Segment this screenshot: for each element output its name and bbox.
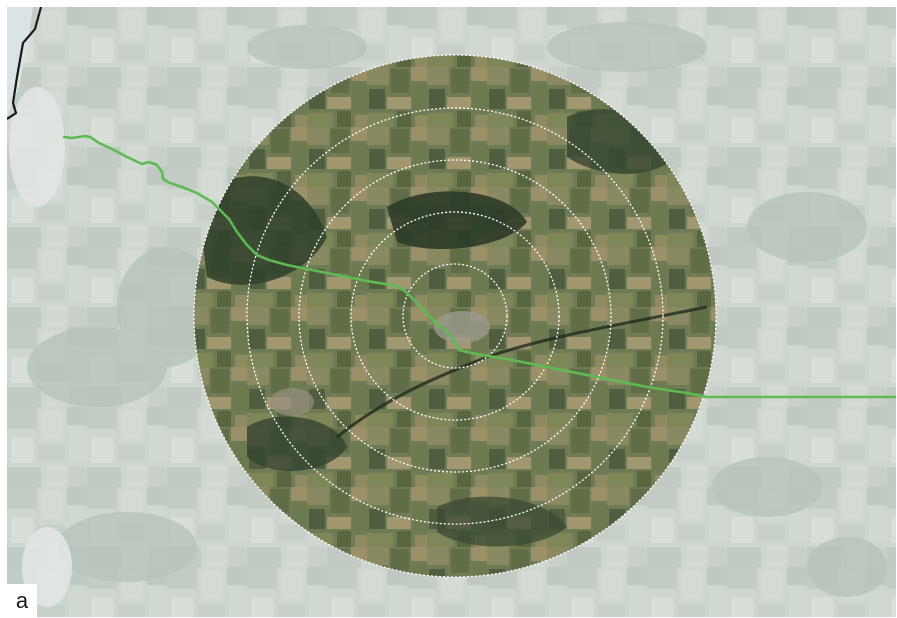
- panel-label: a: [7, 584, 37, 618]
- distance-ring-1: [402, 263, 508, 369]
- study-area-imagery: [194, 55, 716, 577]
- distance-rings: [193, 54, 717, 578]
- faded-forest-patches: [27, 22, 887, 597]
- route-line: [62, 134, 896, 399]
- distance-ring-2: [350, 211, 560, 421]
- distance-ring-4: [246, 107, 664, 525]
- distance-ring-5: [193, 54, 717, 578]
- map-panel: [7, 7, 896, 617]
- boundary-line: [7, 7, 43, 120]
- distance-ring-3: [298, 159, 612, 473]
- map-canvas: [7, 7, 896, 617]
